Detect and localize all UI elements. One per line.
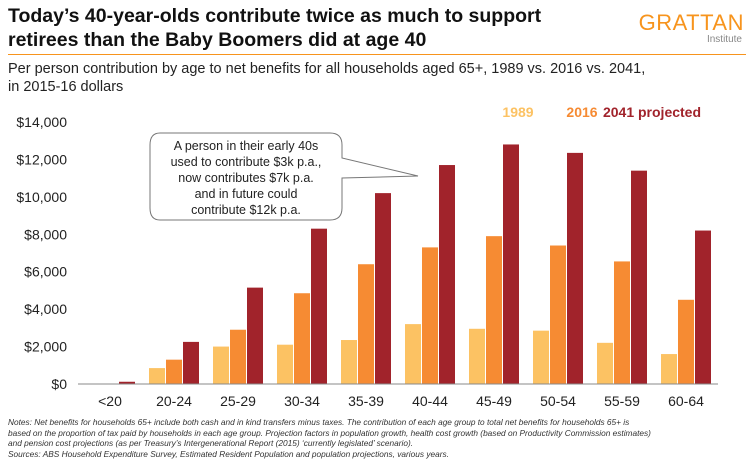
bar-5559-2016 <box>614 261 630 384</box>
x-tick-label: 60-64 <box>668 393 704 409</box>
notes-line-3: and pension cost projections (as per Tre… <box>8 438 414 449</box>
bar-5559-2041-projected <box>631 170 647 384</box>
y-tick-label: $2,000 <box>24 339 67 355</box>
annotation-line: A person in their early 40s <box>174 139 319 153</box>
annotation-line: now contributes $7k p.a. <box>178 171 314 185</box>
annotation-line: used to contribute $3k p.a., <box>171 155 322 169</box>
bar-4044-2016 <box>422 247 438 384</box>
bar-2024-2016 <box>166 359 182 384</box>
bar-6064-2041-projected <box>695 230 711 384</box>
y-tick-label: $14,000 <box>16 114 67 130</box>
y-tick-label: $12,000 <box>16 151 67 167</box>
legend-label-2016: 2016 <box>566 104 597 120</box>
bar-4549-1989 <box>469 328 485 384</box>
bar-5054-2016 <box>550 245 566 384</box>
title-line-2: retirees than the Baby Boomers did at ag… <box>8 29 427 51</box>
chart-notes: Notes: Net benefits for households 65+ i… <box>8 417 750 459</box>
bar-3034-1989 <box>277 344 293 384</box>
x-tick-label: 45-49 <box>476 393 512 409</box>
bar-2529-2041-projected <box>247 287 263 384</box>
logo-name: GRATTAN <box>638 10 744 35</box>
bar-4044-2041-projected <box>439 165 455 384</box>
bar-6064-1989 <box>661 354 677 384</box>
x-tick-label: 35-39 <box>348 393 384 409</box>
bar-5054-1989 <box>533 330 549 384</box>
x-tick-label: 20-24 <box>156 393 192 409</box>
bar-5559-1989 <box>597 342 613 384</box>
bar-20-2041-projected <box>119 381 135 384</box>
chart-title: Today’s 40-year-olds contribute twice as… <box>8 4 608 52</box>
bar-2529-1989 <box>213 346 229 384</box>
legend-label-2041-projected: 2041 projected <box>603 104 701 120</box>
bar-4549-2041-projected <box>503 144 519 384</box>
chart-subtitle: Per person contribution by age to net be… <box>8 60 728 96</box>
annotation-line: and in future could <box>195 187 298 201</box>
bar-6064-2016 <box>678 299 694 384</box>
notes-line-4: Sources: ABS Household Expenditure Surve… <box>8 448 449 459</box>
x-tick-label: <20 <box>98 393 122 409</box>
subtitle-line-2: in 2015-16 dollars <box>8 79 124 95</box>
y-tick-label: $10,000 <box>16 189 67 205</box>
bar-3539-1989 <box>341 340 357 384</box>
notes-line-2: based on the proportion of tax paid by h… <box>8 427 651 438</box>
x-tick-label: 25-29 <box>220 393 256 409</box>
y-tick-label: $4,000 <box>24 301 67 317</box>
bar-2024-2041-projected <box>183 341 199 384</box>
x-tick-label: 50-54 <box>540 393 576 409</box>
annotation-callout <box>149 132 419 221</box>
x-tick-label: 40-44 <box>412 393 448 409</box>
subtitle-line-1: Per person contribution by age to net be… <box>8 61 646 77</box>
bar-5054-2041-projected <box>567 152 583 384</box>
notes-line-1: Notes: Net benefits for households 65+ i… <box>8 417 630 427</box>
legend-label-1989: 1989 <box>502 104 533 120</box>
annotation-line: contribute $12k p.a. <box>191 203 301 217</box>
y-tick-label: $0 <box>51 376 67 392</box>
bar-chart: $0 $2,000 $4,000 $6,000 $8,000 $10,000 $12,000… <box>16 104 718 409</box>
bar-3539-2041-projected <box>375 193 391 384</box>
bar-3034-2041-projected <box>311 228 327 384</box>
grattan-logo: GRATTAN Institute <box>638 10 744 46</box>
bar-2529-2016 <box>230 329 246 384</box>
bar-2024-1989 <box>149 368 165 384</box>
bar-3034-2016 <box>294 293 310 384</box>
title-divider <box>8 54 746 55</box>
bar-4549-2016 <box>486 236 502 384</box>
bar-3539-2016 <box>358 264 374 384</box>
y-tick-label: $8,000 <box>24 226 67 242</box>
bar-4044-1989 <box>405 324 421 384</box>
y-tick-label: $6,000 <box>24 264 67 280</box>
x-tick-label: 55-59 <box>604 393 640 409</box>
title-line-1: Today’s 40-year-olds contribute twice as… <box>8 5 542 27</box>
logo-subtitle: Institute <box>706 34 742 45</box>
x-tick-label: 30-34 <box>284 393 320 409</box>
